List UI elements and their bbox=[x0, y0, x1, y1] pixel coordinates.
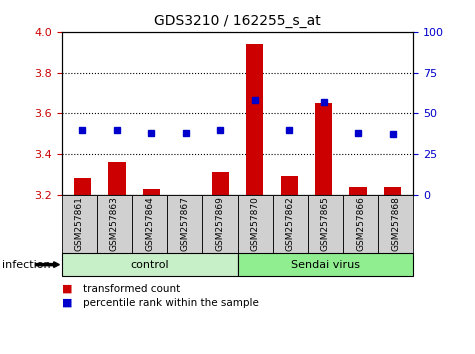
Text: GSM257864: GSM257864 bbox=[145, 196, 154, 251]
Text: GSM257861: GSM257861 bbox=[75, 196, 84, 251]
Title: GDS3210 / 162255_s_at: GDS3210 / 162255_s_at bbox=[154, 14, 321, 28]
Text: ■: ■ bbox=[62, 284, 72, 293]
Text: percentile rank within the sample: percentile rank within the sample bbox=[83, 298, 259, 308]
Text: GSM257862: GSM257862 bbox=[286, 196, 294, 251]
Text: GSM257868: GSM257868 bbox=[391, 196, 400, 251]
Text: control: control bbox=[130, 259, 169, 270]
Bar bbox=[384, 187, 401, 195]
Text: GSM257867: GSM257867 bbox=[180, 196, 189, 251]
Text: transformed count: transformed count bbox=[83, 284, 180, 293]
Text: GSM257870: GSM257870 bbox=[251, 196, 259, 251]
Text: GSM257863: GSM257863 bbox=[110, 196, 119, 251]
Bar bbox=[281, 176, 298, 195]
Bar bbox=[350, 187, 367, 195]
Text: GSM257866: GSM257866 bbox=[356, 196, 365, 251]
Text: infection: infection bbox=[2, 259, 51, 270]
Bar bbox=[108, 162, 125, 195]
Bar bbox=[142, 189, 160, 195]
Bar bbox=[74, 178, 91, 195]
Text: GSM257869: GSM257869 bbox=[216, 196, 224, 251]
Text: Sendai virus: Sendai virus bbox=[291, 259, 360, 270]
Text: ■: ■ bbox=[62, 298, 72, 308]
Bar bbox=[212, 172, 229, 195]
Bar bbox=[246, 44, 263, 195]
Text: GSM257865: GSM257865 bbox=[321, 196, 330, 251]
Bar bbox=[315, 103, 332, 195]
